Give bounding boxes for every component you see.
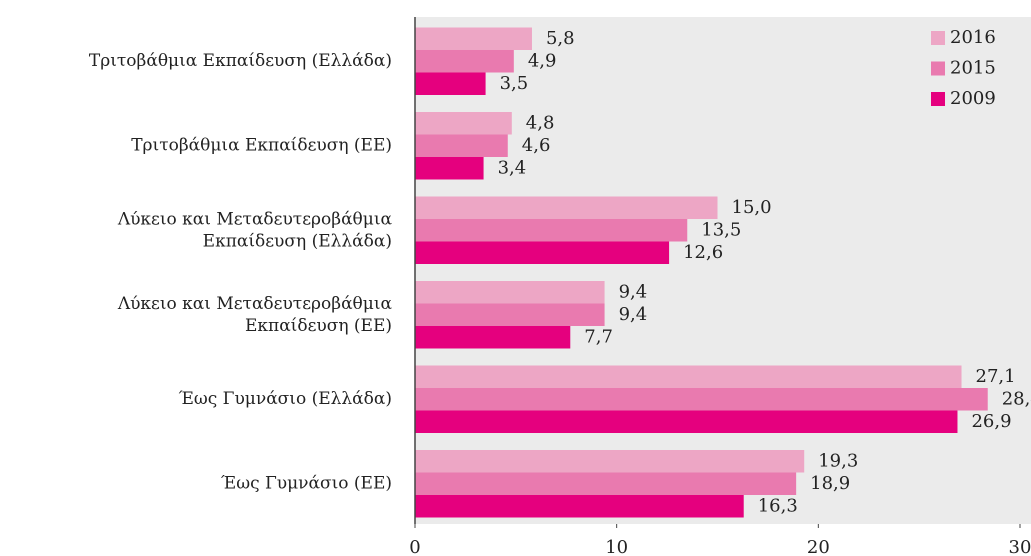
bar: [415, 388, 988, 411]
bar: [415, 112, 512, 135]
value-label: 4,6: [522, 135, 551, 156]
value-label: 9,4: [619, 281, 648, 302]
bar: [415, 410, 958, 433]
category-label: Έως Γυμνάσιο (ΕΕ): [221, 473, 392, 493]
bar: [415, 196, 718, 219]
value-label: 9,4: [619, 304, 648, 325]
legend-swatch: [931, 92, 945, 106]
x-tick-label: 30: [1009, 537, 1031, 556]
legend-label: 2015: [950, 58, 996, 79]
category-label: Λύκειο και Μεταδευτεροβάθμια Εκπαίδευση (…: [117, 293, 393, 335]
bar: [415, 219, 688, 242]
value-label: 4,8: [526, 112, 555, 133]
bar: [415, 365, 962, 388]
value-label: 27,1: [976, 366, 1016, 387]
legend-label: 2009: [950, 88, 996, 109]
category-label: Τριτοβάθμια Εκπαίδευση (ΕΕ): [131, 135, 392, 155]
bar: [415, 472, 797, 495]
bar: [415, 241, 670, 264]
bar: [415, 326, 571, 349]
x-tick-label: 10: [605, 537, 628, 556]
value-label: 28,4: [1002, 388, 1031, 409]
bar: [415, 134, 508, 157]
value-label: 5,8: [546, 28, 575, 49]
value-label: 15,0: [732, 197, 772, 218]
bar: [415, 27, 532, 50]
value-label: 16,3: [758, 495, 798, 516]
value-label: 19,3: [818, 450, 858, 471]
category-label: Λύκειο και Μεταδευτεροβάθμια Εκπαίδευση (…: [117, 209, 393, 251]
value-label: 3,4: [498, 157, 527, 178]
bar: [415, 157, 484, 180]
value-label: 18,9: [810, 473, 850, 494]
value-label: 13,5: [701, 219, 741, 240]
category-label: Έως Γυμνάσιο (Ελλάδα): [179, 389, 392, 409]
value-label: 12,6: [683, 242, 723, 263]
legend-swatch: [931, 31, 945, 45]
bar: [415, 50, 514, 73]
value-label: 3,5: [500, 73, 529, 94]
bar: [415, 450, 805, 473]
value-label: 4,9: [528, 50, 557, 71]
bar: [415, 281, 605, 304]
bar: [415, 72, 486, 95]
value-label: 26,9: [971, 411, 1011, 432]
value-label: 7,7: [584, 326, 613, 347]
legend-swatch: [931, 61, 945, 76]
bar: [415, 495, 744, 518]
category-label: Τριτοβάθμια Εκπαίδευση (Ελλάδα): [89, 51, 392, 71]
bar: [415, 303, 605, 326]
plot-background: [415, 17, 1031, 524]
x-tick-label: 20: [807, 537, 830, 556]
legend-label: 2016: [950, 27, 996, 48]
x-tick-label: 0: [409, 537, 420, 556]
